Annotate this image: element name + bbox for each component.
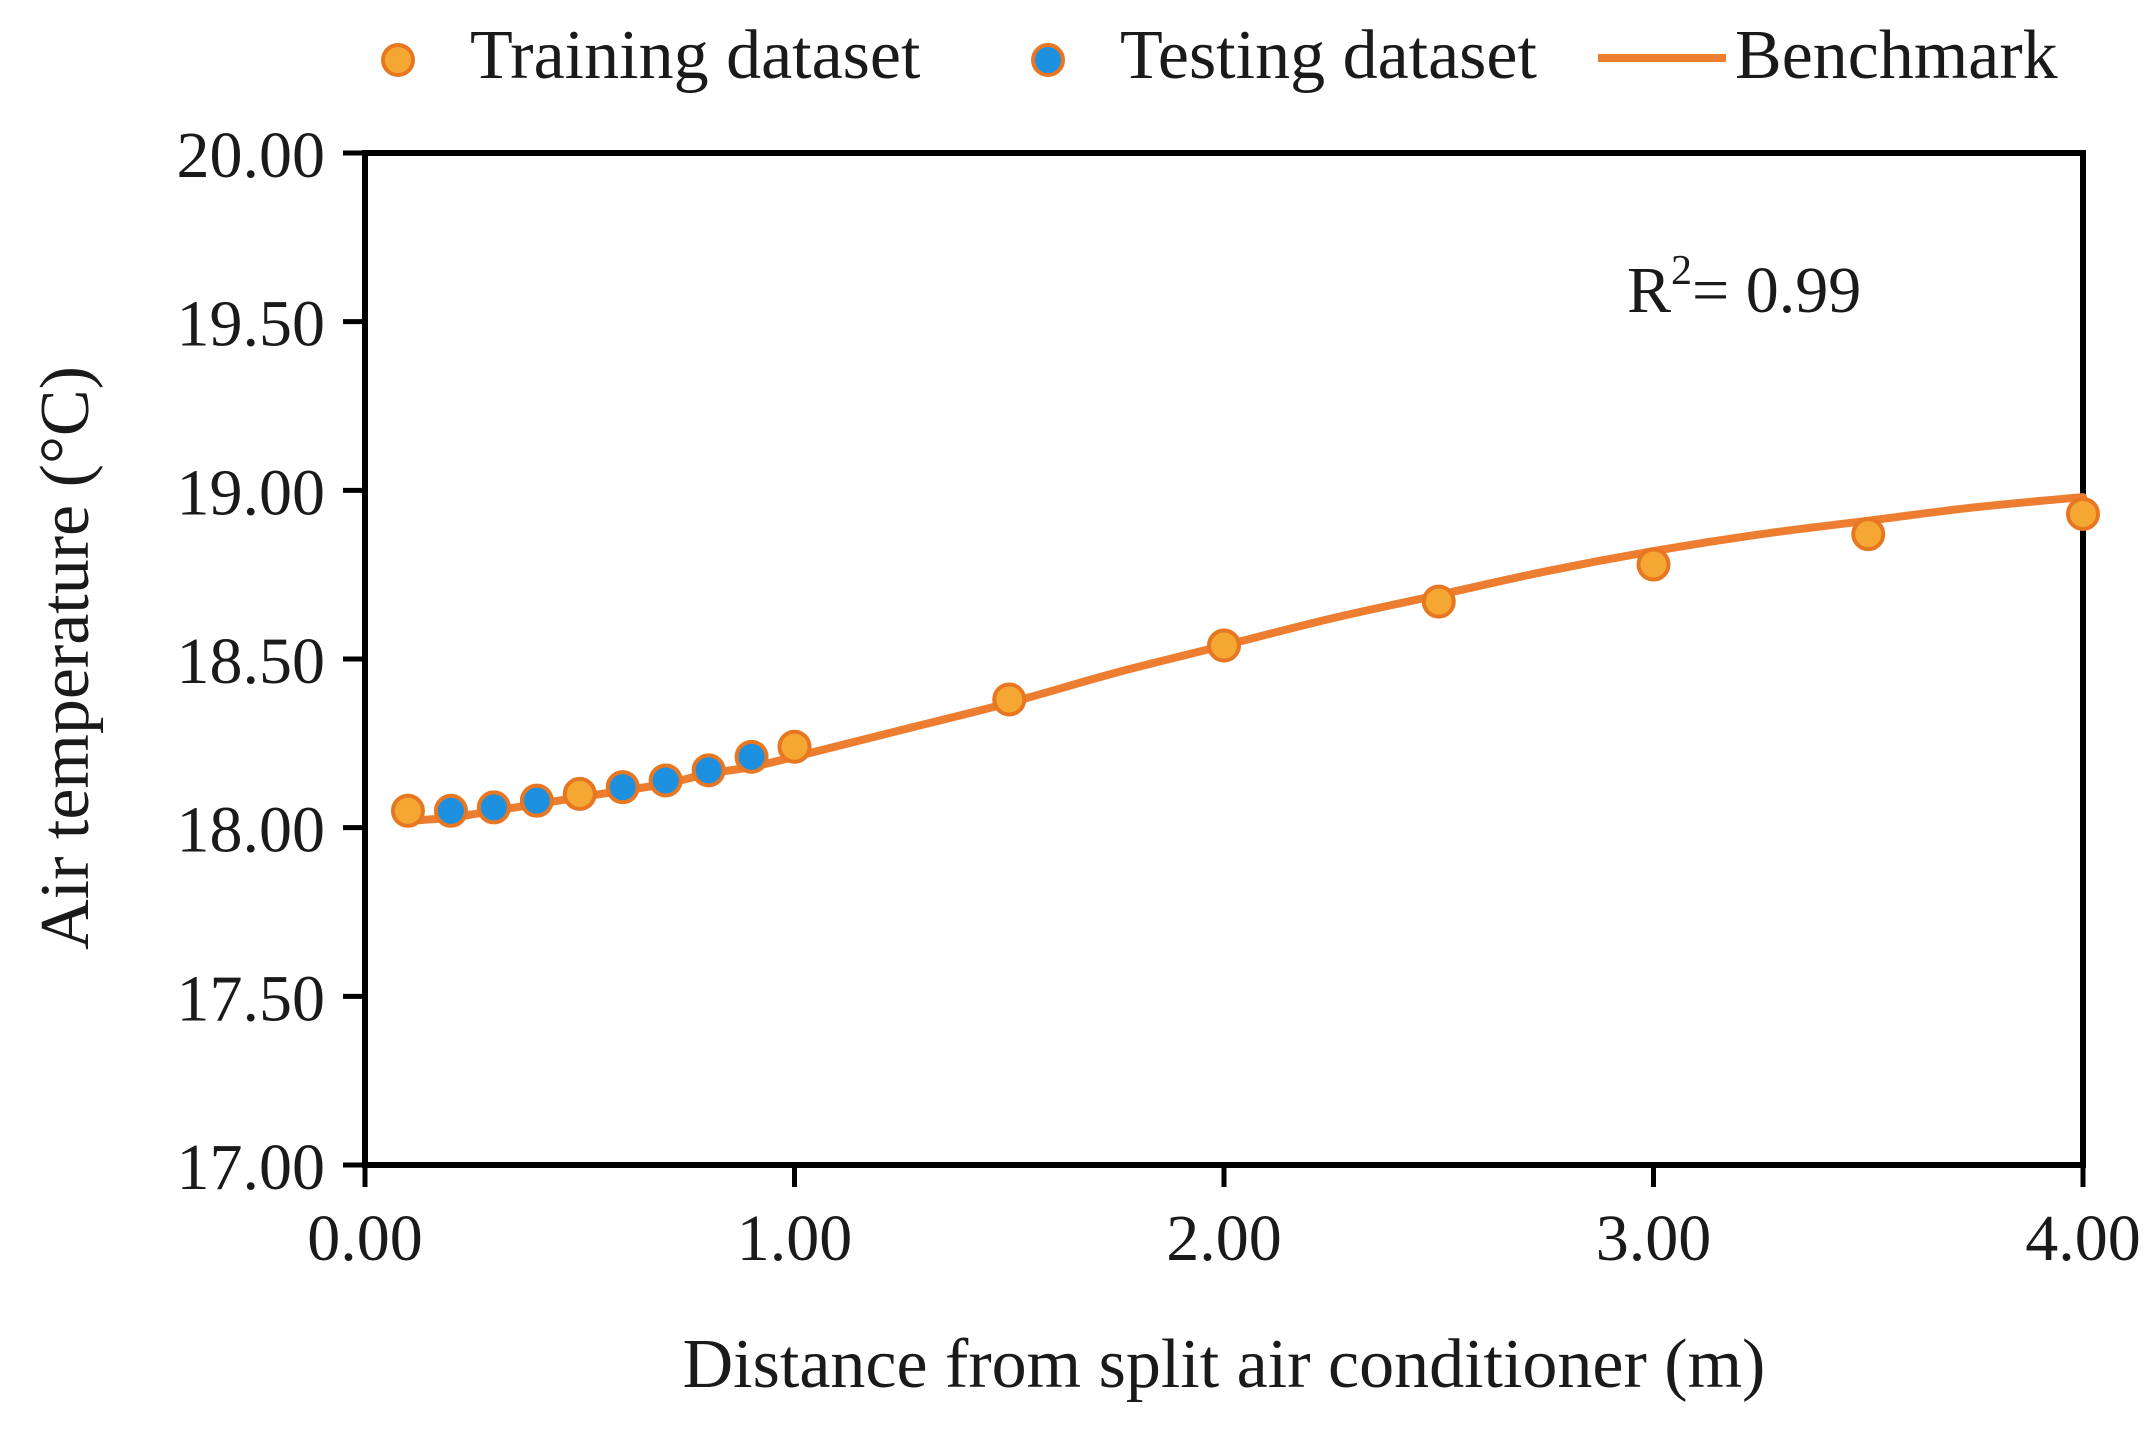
training-point [390, 793, 425, 828]
y-axis-title: Air temperature (°C) [27, 366, 104, 950]
r-squared-value: = 0.99 [1692, 254, 1861, 327]
legend-label-training: Training dataset [470, 17, 921, 94]
y-tick-label: 17.50 [177, 962, 326, 1035]
testing-point [691, 753, 726, 788]
x-tick-label: 1.00 [737, 1202, 853, 1275]
x-tick-label: 2.00 [1166, 1202, 1282, 1275]
x-tick-label: 3.00 [1596, 1202, 1712, 1275]
training-point [2066, 496, 2100, 531]
y-axis-ticks: 17.00 17.50 18.00 18.50 19.00 19.50 20.00 [177, 119, 365, 1204]
x-axis-ticks: 0.00 1.00 2.00 3.00 4.00 [307, 1165, 2141, 1275]
legend-label-testing: Testing dataset [1120, 17, 1537, 94]
legend-item-training: Training dataset [381, 17, 921, 94]
y-tick-label: 18.50 [177, 625, 326, 698]
testing-point [476, 790, 511, 825]
series-layer [390, 493, 2100, 828]
y-tick-label: 20.00 [177, 119, 326, 192]
testing-point [433, 793, 468, 828]
y-tick-label: 19.50 [177, 288, 326, 361]
legend-label-benchmark: Benchmark [1735, 17, 2058, 94]
x-tick-label: 0.00 [307, 1202, 423, 1275]
testing-point [734, 739, 769, 774]
testing-point [519, 783, 554, 818]
training-point [992, 682, 1027, 717]
training-point [1421, 584, 1456, 619]
r-squared-sup: 2 [1671, 248, 1692, 294]
x-tick-label: 4.00 [2025, 1202, 2141, 1275]
training-point [1851, 517, 1886, 552]
legend-item-benchmark: Benchmark [1598, 17, 2058, 94]
x-axis-title: Distance from split air conditioner (m) [683, 1326, 1766, 1403]
legend-item-testing: Testing dataset [1031, 17, 1537, 94]
training-point [562, 776, 597, 811]
y-tick-label: 19.00 [177, 456, 326, 529]
y-tick-label: 17.00 [177, 1131, 326, 1204]
r-squared-annotation: R2= 0.99 [1627, 248, 1861, 327]
training-point [1636, 547, 1671, 582]
testing-point [605, 770, 640, 805]
legend-marker-training [381, 43, 415, 77]
testing-point [648, 763, 683, 798]
y-tick-label: 18.00 [177, 794, 326, 867]
legend: Training dataset Testing dataset Benchma… [381, 17, 2058, 94]
r-squared-main: R [1627, 254, 1671, 327]
training-point [777, 729, 812, 764]
training-point [1207, 628, 1241, 663]
legend-marker-testing [1031, 43, 1065, 77]
